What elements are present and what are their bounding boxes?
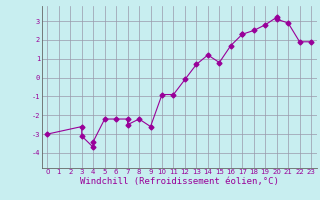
X-axis label: Windchill (Refroidissement éolien,°C): Windchill (Refroidissement éolien,°C)	[80, 177, 279, 186]
